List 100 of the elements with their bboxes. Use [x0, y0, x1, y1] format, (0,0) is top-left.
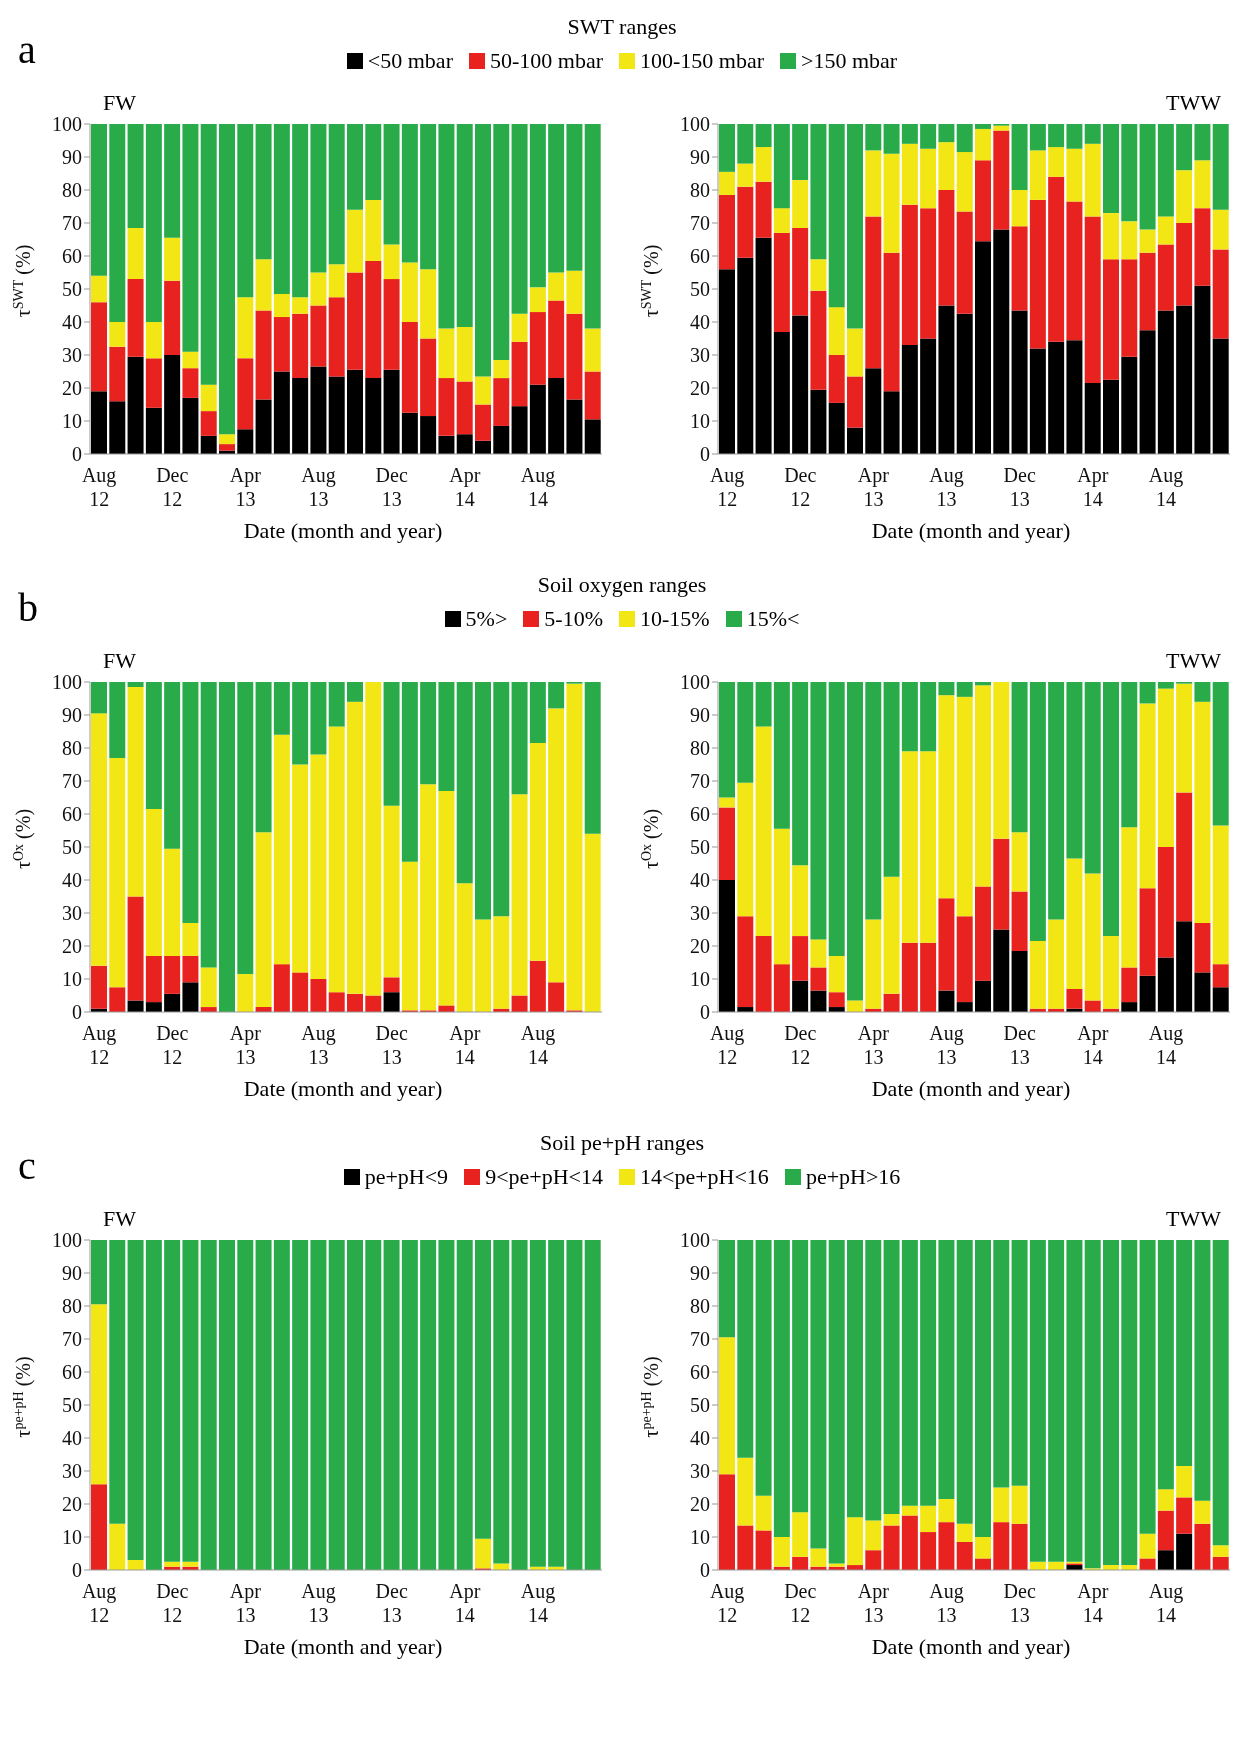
x-tick-label: Aug 12 [81, 464, 117, 510]
y-tick-label: 70 [62, 1328, 82, 1351]
y-tick-label: 90 [62, 1262, 82, 1285]
legend-label: 50-100 mbar [488, 48, 603, 74]
x-tick-label: Aug 13 [929, 464, 964, 510]
y-tick-label: 50 [62, 278, 82, 301]
x-tick-label: Apr 13 [229, 464, 262, 510]
y-tick-label: 30 [62, 902, 82, 925]
y-tick-label: 100 [680, 1229, 710, 1252]
y-tick-label: 70 [690, 1328, 710, 1351]
y-tick-label: 20 [690, 377, 710, 400]
y-tick-label: 0 [700, 443, 710, 466]
x-tick-label: Dec 13 [375, 1580, 408, 1626]
x-tick-label: Aug 14 [1148, 1580, 1184, 1626]
chart-subtitle: TWW [1166, 648, 1221, 673]
x-axis-title: Date (month and year) [870, 518, 1072, 544]
x-tick-label: Aug 14 [1148, 464, 1184, 510]
legend-label: 5-10% [543, 606, 603, 632]
y-tick-label: 80 [62, 1295, 82, 1318]
y-tick-label: 40 [690, 1427, 710, 1450]
chart-subtitle: FW [103, 648, 136, 673]
chart-subtitle: FW [103, 90, 136, 115]
y-tick-label: 0 [72, 1001, 82, 1024]
x-tick-label: Dec 13 [1003, 1580, 1036, 1626]
y-tick-label: 70 [690, 212, 710, 235]
y-tick-label: 0 [700, 1559, 710, 1582]
y-tick-label: 60 [690, 1361, 710, 1384]
y-tick-label: 100 [680, 671, 710, 694]
y-tick-label: 40 [690, 311, 710, 334]
y-tick-label: 0 [72, 1559, 82, 1582]
y-tick-label: 60 [690, 245, 710, 268]
x-tick-label: Apr 14 [449, 1580, 481, 1626]
y-tick-label: 100 [52, 113, 82, 136]
y-tick-label: 50 [690, 278, 710, 301]
x-tick-label: Aug 14 [520, 1580, 556, 1626]
y-tick-label: 100 [52, 671, 82, 694]
x-tick-label: Apr 13 [857, 464, 890, 510]
text: a [18, 26, 36, 73]
y-tick-label: 90 [690, 704, 710, 727]
y-tick-label: 80 [690, 737, 710, 760]
x-tick-label: Aug 13 [301, 1022, 336, 1068]
x-tick-label: Dec 12 [156, 464, 189, 510]
y-tick-label: 100 [52, 1229, 82, 1252]
x-tick-label: Aug 13 [301, 464, 336, 510]
x-tick-label: Dec 12 [784, 1580, 817, 1626]
x-tick-label: Aug 13 [929, 1022, 964, 1068]
x-tick-label: Dec 12 [156, 1580, 189, 1626]
x-tick-label: Apr 13 [229, 1580, 262, 1626]
y-tick-label: 10 [690, 968, 710, 991]
y-tick-label: 100 [680, 113, 710, 136]
legend-label: >150 mbar [800, 48, 898, 74]
y-tick-label: 10 [62, 410, 82, 433]
y-tick-label: 70 [62, 770, 82, 793]
y-tick-label: 90 [62, 704, 82, 727]
x-tick-label: Dec 13 [375, 464, 408, 510]
legend-label: pe+pH<9 [363, 1164, 449, 1190]
x-tick-label: Aug 12 [81, 1580, 117, 1626]
chart-subtitle: FW [103, 1206, 136, 1231]
chart-title: Soil pe+pH ranges [540, 1130, 704, 1155]
chart-title: Soil oxygen ranges [537, 572, 707, 597]
y-tick-label: 10 [62, 1526, 82, 1549]
legend-label: 10-15% [639, 606, 710, 632]
legend-label: 5%> [464, 606, 508, 632]
legend-label: 100-150 mbar [639, 48, 765, 74]
x-tick-label: Apr 14 [449, 464, 481, 510]
x-tick-label: Apr 13 [229, 1022, 262, 1068]
y-tick-label: 20 [62, 377, 82, 400]
y-tick-label: 0 [700, 1001, 710, 1024]
y-tick-label: 30 [62, 344, 82, 367]
y-tick-label: 60 [62, 245, 82, 268]
x-tick-label: Apr 13 [857, 1580, 890, 1626]
x-tick-label: Dec 13 [1003, 1022, 1036, 1068]
y-tick-label: 40 [62, 311, 82, 334]
y-tick-label: 10 [62, 968, 82, 991]
x-tick-label: Apr 14 [449, 1022, 481, 1068]
x-axis-title: Date (month and year) [870, 1076, 1072, 1102]
x-axis-title: Date (month and year) [242, 518, 444, 544]
x-axis-title: Date (month and year) [870, 1634, 1072, 1660]
y-tick-label: 20 [62, 935, 82, 958]
y-tick-label: 40 [62, 1427, 82, 1450]
x-tick-label: Dec 12 [784, 1022, 817, 1068]
x-tick-label: Apr 13 [857, 1022, 890, 1068]
x-tick-label: Aug 12 [709, 464, 745, 510]
y-tick-label: 20 [62, 1493, 82, 1516]
x-tick-label: Aug 13 [301, 1580, 336, 1626]
y-tick-label: 30 [690, 344, 710, 367]
legend-label: 9<pe+pH<14 [484, 1164, 603, 1190]
x-tick-label: Apr 14 [1077, 1580, 1109, 1626]
y-tick-label: 20 [690, 935, 710, 958]
y-tick-label: 90 [690, 146, 710, 169]
y-tick-label: 80 [690, 1295, 710, 1318]
y-tick-label: 90 [62, 146, 82, 169]
y-tick-label: 60 [62, 803, 82, 826]
x-tick-label: Dec 12 [784, 464, 817, 510]
y-tick-label: 70 [62, 212, 82, 235]
x-tick-label: Apr 14 [1077, 1022, 1109, 1068]
x-tick-label: Dec 13 [375, 1022, 408, 1068]
chart-title: SWT ranges [567, 14, 677, 39]
y-tick-label: 90 [690, 1262, 710, 1285]
y-tick-label: 30 [690, 902, 710, 925]
